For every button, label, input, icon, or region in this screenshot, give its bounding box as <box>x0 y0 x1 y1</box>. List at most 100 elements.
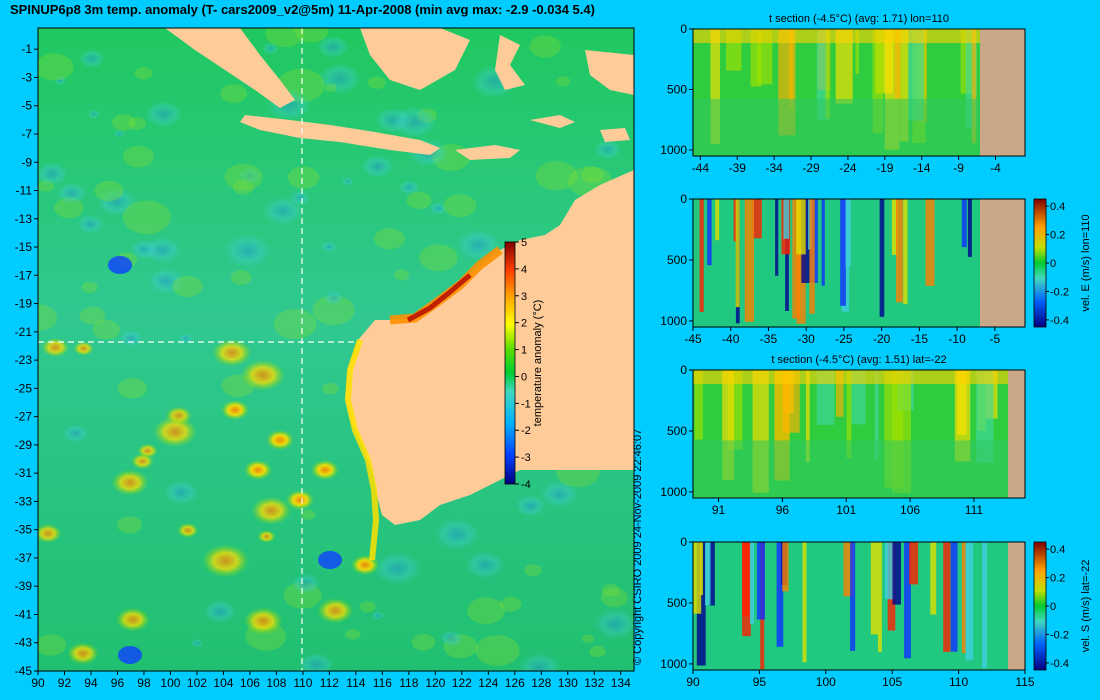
map-panel: 90 92 94 96 98 100 102 104 106 108 110 112 114 116 118… <box>15 27 635 690</box>
vel-s-section-panel: 90 95 100 105 110 115 0 500 1000 0.4 0.2 0 -0.2 -0.4 v… <box>660 535 1092 689</box>
map-x-tick-label-18: 126 <box>505 676 525 690</box>
map-x-tick-label-15: 120 <box>425 676 445 690</box>
vel-e-section-land <box>980 199 1025 327</box>
map-y-tick-label-21: -43 <box>15 636 33 650</box>
t-section-lat-y-tick-label-1: 500 <box>667 424 687 438</box>
map-cb-tick-label-6: -1 <box>521 398 531 410</box>
map-x-tick-label-0: 90 <box>31 676 45 690</box>
australia-land <box>345 170 634 525</box>
map-x-tick-label-7: 104 <box>213 676 233 690</box>
vel-s-section-cb-tick-label-4: -0.4 <box>1050 658 1069 670</box>
map-y-tick-label-17: -35 <box>15 523 33 537</box>
map-x-tick-label-9: 108 <box>266 676 286 690</box>
t-section-lat-x-tick-label-3: 106 <box>900 503 920 517</box>
vel-s-section-colorbar-label: vel. S (m/s) lat=-22 <box>1080 560 1092 653</box>
vel-e-section-x-tick-label-2: -35 <box>760 332 778 346</box>
map-y-tick-label-15: -31 <box>15 466 33 480</box>
map-y-tick-label-16: -33 <box>15 494 33 508</box>
t-section-lon-y-tick-label-0: 0 <box>680 22 687 36</box>
t-section-lon-x-tick-label-2: -34 <box>765 161 783 175</box>
vel-e-section-x-tick-label-1: -40 <box>722 332 740 346</box>
map-x-tick-label-10: 110 <box>293 676 312 690</box>
vel-e-section-cb-tick-label-1: 0.2 <box>1050 230 1065 242</box>
borneo-land <box>360 28 470 90</box>
t-section-lon-x-tick-label-6: -14 <box>913 161 931 175</box>
map-y-tick-label-7: -15 <box>15 240 33 254</box>
t-section-lat-panel: t section (-4.5°C) (avg: 1.51) lat=-22 91… <box>660 354 1026 517</box>
vel-s-section-cb-tick-label-3: -0.2 <box>1050 629 1069 641</box>
t-section-lon-x-tick-label-5: -19 <box>876 161 894 175</box>
map-y-tick-label-0: -1 <box>21 42 32 56</box>
map-x-tick-label-4: 98 <box>137 676 151 690</box>
map-cb-tick-label-2: 3 <box>521 291 527 303</box>
t-section-lon-y-tick-label-1: 500 <box>667 82 687 96</box>
map-colorbar: 5 4 3 2 1 0 -1 -2 -3 -4 temperature anomaly (°C) <box>504 237 544 491</box>
java-land <box>240 115 440 155</box>
vel-e-section-x-tick-label-4: -25 <box>835 332 853 346</box>
vel-s-section-colorbar <box>1033 541 1047 671</box>
map-x-tick-label-19: 128 <box>531 676 551 690</box>
map-y-axis: -1 -3 -5 -7 -9 -11 -13 -15 -17 -19 -21 -23 -25 -27 -29… <box>15 42 38 678</box>
t-section-lon-x-tick-label-1: -39 <box>729 161 747 175</box>
map-y-tick-label-11: -23 <box>15 353 33 367</box>
coastal-band <box>345 339 379 561</box>
map-cb-tick-label-8: -3 <box>521 452 531 464</box>
t-section-lat-y-tick-label-2: 1000 <box>660 485 687 499</box>
map-cb-tick-label-7: -2 <box>521 425 531 437</box>
map-x-tick-label-5: 100 <box>160 676 180 690</box>
map-y-tick-label-20: -41 <box>15 607 33 621</box>
vel-s-section-x-tick-label-1: 95 <box>753 675 767 689</box>
map-cb-tick-label-4: 1 <box>521 345 527 357</box>
map-y-tick-label-12: -25 <box>15 381 33 395</box>
vel-e-section-y-tick-label-0: 0 <box>680 192 687 206</box>
map-x-axis: 90 92 94 96 98 100 102 104 106 108 110 112 114 116 118… <box>31 671 631 690</box>
map-x-tick-label-12: 114 <box>346 676 365 690</box>
vel-s-section-frame <box>692 541 1026 671</box>
map-x-tick-label-22: 134 <box>611 676 631 690</box>
vel-s-section-cb-tick-label-0: 0.4 <box>1050 544 1065 556</box>
map-cb-tick-label-3: 2 <box>521 318 527 330</box>
vel-e-section-colorbar-label: vel. E (m/s) lon=110 <box>1080 214 1092 311</box>
map-x-tick-label-2: 94 <box>84 676 98 690</box>
map-y-tick-label-13: -27 <box>15 410 33 424</box>
map-x-tick-label-16: 122 <box>452 676 472 690</box>
vel-s-section-cb-tick-label-2: 0 <box>1050 601 1056 613</box>
map-y-tick-label-22: -45 <box>15 664 33 678</box>
map-y-tick-label-2: -5 <box>21 99 32 113</box>
t-section-lat-title: t section (-4.5°C) (avg: 1.51) lat=-22 <box>771 354 946 366</box>
vel-s-section-y-tick-label-1: 500 <box>667 596 687 610</box>
map-x-tick-label-6: 102 <box>187 676 207 690</box>
map-y-tick-label-4: -9 <box>21 155 32 169</box>
vel-e-section-x-tick-label-0: -45 <box>684 332 702 346</box>
leeuwin-current-hot <box>406 273 472 323</box>
t-section-lat-land <box>1008 370 1025 498</box>
t-section-lat-x-tick-label-0: 91 <box>712 503 726 517</box>
vel-s-section-x-tick-label-5: 115 <box>1015 675 1034 689</box>
map-cb-tick-label-5: 0 <box>521 371 527 383</box>
map-y-tick-label-19: -39 <box>15 579 33 593</box>
t-section-lon-x-tick-label-8: -4 <box>990 161 1001 175</box>
map-x-tick-label-14: 118 <box>399 676 418 690</box>
vel-s-section-x-tick-label-0: 90 <box>686 675 700 689</box>
vel-s-section-y-tick-label-0: 0 <box>680 535 687 549</box>
timor-land <box>455 145 520 160</box>
map-colorbar-label: temperature anomaly (°C) <box>532 300 544 427</box>
map-y-tick-label-6: -13 <box>15 212 33 226</box>
t-section-lon-panel: t section (-4.5°C) (avg: 1.71) lon=110 -4… <box>660 13 1026 175</box>
map-x-tick-label-3: 96 <box>111 676 125 690</box>
map-y-tick-label-8: -17 <box>15 268 33 282</box>
map-cb-tick-label-9: -4 <box>521 479 531 491</box>
vel-e-section-x-tick-label-3: -30 <box>798 332 816 346</box>
vel-e-section-cb-tick-label-0: 0.4 <box>1050 201 1065 213</box>
vel-e-section-colorbar <box>1033 198 1047 328</box>
t-section-lat-x-tick-label-4: 111 <box>965 503 984 517</box>
vel-e-section-x-tick-label-7: -10 <box>948 332 966 346</box>
map-y-tick-label-18: -37 <box>15 551 33 565</box>
vel-e-section-cb-tick-label-4: -0.4 <box>1050 315 1069 327</box>
map-y-tick-label-5: -11 <box>16 184 33 198</box>
map-y-tick-label-10: -21 <box>15 325 33 339</box>
vel-e-section-panel: -45 -40 -35 -30 -25 -20 -15 -10 -5 0 500 1000 0.4 0.2… <box>660 192 1092 346</box>
map-x-tick-label-8: 106 <box>240 676 260 690</box>
map-frame <box>37 27 635 672</box>
